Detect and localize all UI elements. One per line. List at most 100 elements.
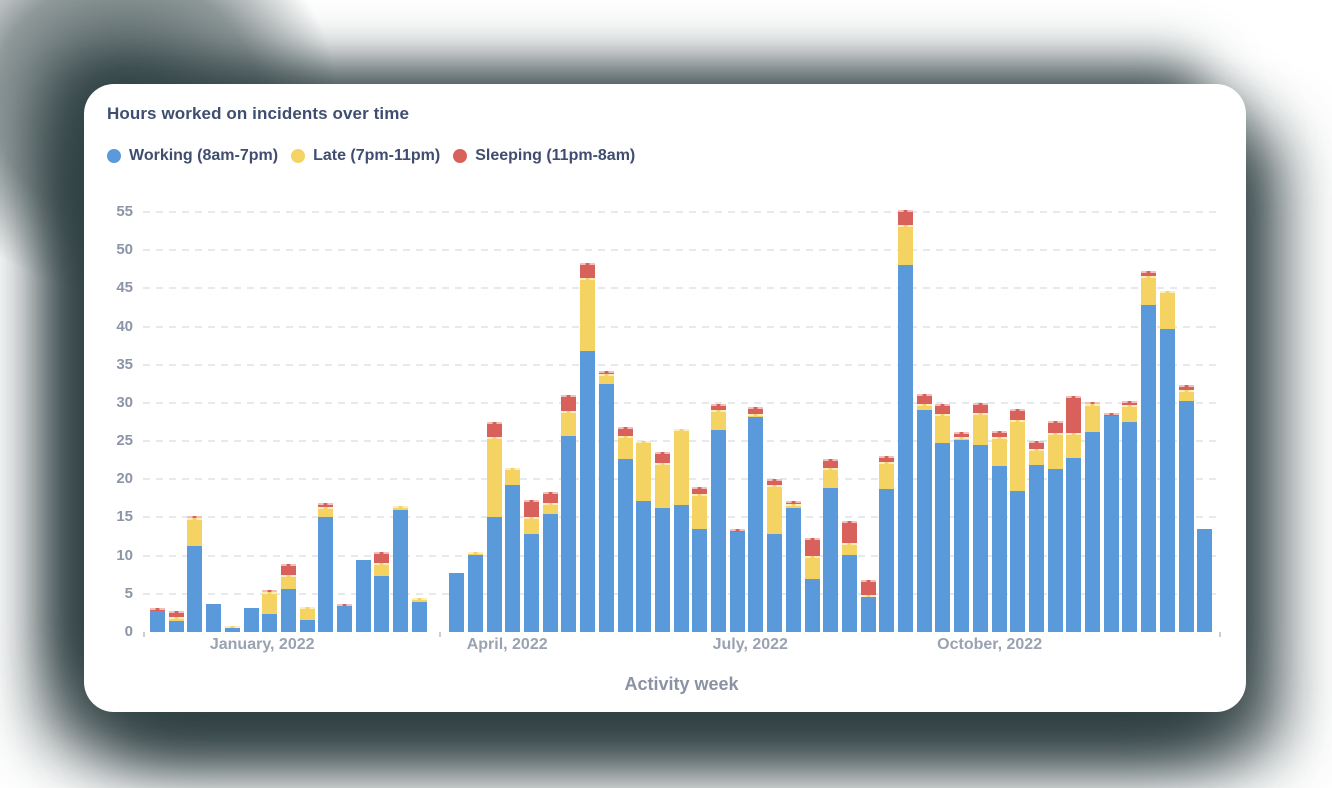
bar-segment-working[interactable]	[991, 466, 1007, 632]
bar-segment-sleeping[interactable]	[1085, 402, 1100, 405]
stacked-bar-week-26[interactable]	[617, 427, 633, 632]
stacked-bar-week-13[interactable]	[374, 551, 390, 632]
bar-segment-working[interactable]	[711, 429, 726, 632]
bar-segment-late[interactable]	[580, 278, 596, 351]
bar-segment-sleeping[interactable]	[280, 564, 296, 575]
bar-segment-working[interactable]	[1122, 422, 1138, 632]
bar-segment-sleeping[interactable]	[654, 451, 670, 464]
stacked-bar-week-2[interactable]	[168, 611, 184, 632]
bar-segment-sleeping[interactable]	[748, 406, 764, 415]
stacked-bar-week-48[interactable]	[1028, 441, 1044, 632]
bar-segment-working[interactable]	[243, 608, 259, 632]
stacked-bar-week-39[interactable]	[860, 579, 876, 632]
stacked-bar-week-38[interactable]	[841, 521, 857, 632]
bar-segment-sleeping[interactable]	[580, 263, 596, 279]
bar-segment-sleeping[interactable]	[898, 209, 913, 225]
legend-item-working[interactable]: Working (8am-7pm)	[107, 147, 278, 165]
stacked-bar-week-36[interactable]	[804, 538, 820, 632]
bar-segment-sleeping[interactable]	[1141, 270, 1157, 277]
bar-segment-working[interactable]	[1159, 328, 1175, 632]
bar-segment-working[interactable]	[187, 545, 203, 632]
stacked-bar-week-1[interactable]	[150, 608, 165, 632]
bar-segment-late[interactable]	[823, 467, 839, 488]
bar-segment-working[interactable]	[262, 613, 278, 632]
bar-segment-late[interactable]	[1159, 291, 1175, 329]
bar-segment-sleeping[interactable]	[841, 521, 857, 543]
bar-segment-late[interactable]	[935, 414, 951, 444]
stacked-bar-week-29[interactable]	[673, 428, 689, 632]
bar-segment-late[interactable]	[617, 435, 633, 460]
stacked-bar-week-28[interactable]	[654, 451, 670, 632]
bar-segment-late[interactable]	[542, 502, 558, 514]
bar-segment-sleeping[interactable]	[860, 579, 876, 595]
stacked-bar-week-5[interactable]	[224, 625, 240, 632]
stacked-bar-week-41[interactable]	[898, 209, 913, 632]
bar-segment-working[interactable]	[823, 487, 839, 632]
bar-segment-late[interactable]	[393, 506, 409, 510]
stacked-bar-week-35[interactable]	[785, 500, 801, 632]
stacked-bar-week-17[interactable]	[449, 573, 465, 632]
bar-segment-working[interactable]	[411, 602, 427, 632]
stacked-bar-week-24[interactable]	[580, 263, 596, 632]
bar-segment-late[interactable]	[524, 516, 539, 535]
stacked-bar-week-32[interactable]	[729, 528, 745, 632]
bar-segment-late[interactable]	[168, 616, 184, 621]
stacked-bar-week-50[interactable]	[1066, 396, 1082, 632]
bar-segment-sleeping[interactable]	[168, 611, 184, 617]
bar-segment-sleeping[interactable]	[972, 402, 988, 413]
bar-segment-working[interactable]	[898, 265, 913, 632]
bar-segment-working[interactable]	[654, 507, 670, 632]
bar-segment-late[interactable]	[374, 562, 390, 577]
bar-segment-late[interactable]	[262, 592, 278, 614]
bar-segment-working[interactable]	[505, 484, 521, 632]
bar-segment-late[interactable]	[1028, 448, 1044, 465]
bar-segment-sleeping[interactable]	[785, 500, 801, 505]
bar-segment-late[interactable]	[711, 409, 726, 430]
bar-segment-working[interactable]	[486, 516, 502, 632]
stacked-bar-week-34[interactable]	[767, 478, 783, 632]
stacked-bar-week-54[interactable]	[1141, 270, 1157, 632]
bar-segment-late[interactable]	[467, 551, 483, 555]
bar-segment-late[interactable]	[1085, 404, 1100, 432]
bar-segment-working[interactable]	[673, 505, 689, 632]
stacked-bar-week-3[interactable]	[187, 515, 203, 632]
bar-segment-working[interactable]	[1066, 457, 1082, 632]
bar-segment-late[interactable]	[673, 428, 689, 506]
bar-segment-late[interactable]	[991, 437, 1007, 467]
stacked-bar-week-22[interactable]	[542, 492, 558, 632]
bar-segment-late[interactable]	[860, 594, 876, 597]
stacked-bar-week-30[interactable]	[692, 486, 708, 632]
bar-segment-working[interactable]	[636, 501, 652, 632]
bar-segment-working[interactable]	[337, 606, 352, 632]
bar-segment-late[interactable]	[318, 506, 334, 517]
bar-segment-sleeping[interactable]	[486, 422, 502, 438]
bar-segment-sleeping[interactable]	[524, 499, 539, 517]
bar-segment-sleeping[interactable]	[542, 492, 558, 503]
bar-segment-sleeping[interactable]	[1047, 421, 1063, 434]
bar-segment-sleeping[interactable]	[617, 427, 633, 436]
bar-segment-late[interactable]	[224, 625, 240, 629]
stacked-bar-week-8[interactable]	[280, 564, 296, 632]
bar-segment-sleeping[interactable]	[879, 455, 895, 462]
bar-segment-late[interactable]	[486, 437, 502, 517]
bar-segment-working[interactable]	[1085, 431, 1100, 632]
stacked-bar-week-7[interactable]	[262, 590, 278, 632]
bar-segment-late[interactable]	[505, 467, 521, 485]
stacked-bar-week-33[interactable]	[748, 406, 764, 632]
legend-item-sleeping[interactable]: Sleeping (11pm-8am)	[453, 147, 635, 165]
legend-item-late[interactable]: Late (7pm-11pm)	[291, 147, 440, 165]
bar-segment-late[interactable]	[954, 437, 970, 441]
stacked-bar-week-47[interactable]	[1010, 409, 1026, 632]
bar-segment-late[interactable]	[1047, 433, 1063, 469]
bar-segment-late[interactable]	[1122, 405, 1138, 422]
bar-segment-sleeping[interactable]	[318, 502, 334, 507]
bar-segment-working[interactable]	[374, 576, 390, 632]
bar-segment-working[interactable]	[1103, 415, 1119, 632]
bar-segment-working[interactable]	[785, 508, 801, 632]
bar-segment-working[interactable]	[393, 509, 409, 632]
bar-segment-late[interactable]	[879, 461, 895, 490]
bar-segment-working[interactable]	[561, 435, 577, 632]
bar-segment-sleeping[interactable]	[1066, 396, 1082, 434]
stacked-bar-week-51[interactable]	[1085, 402, 1100, 632]
stacked-bar-week-15[interactable]	[411, 597, 427, 632]
